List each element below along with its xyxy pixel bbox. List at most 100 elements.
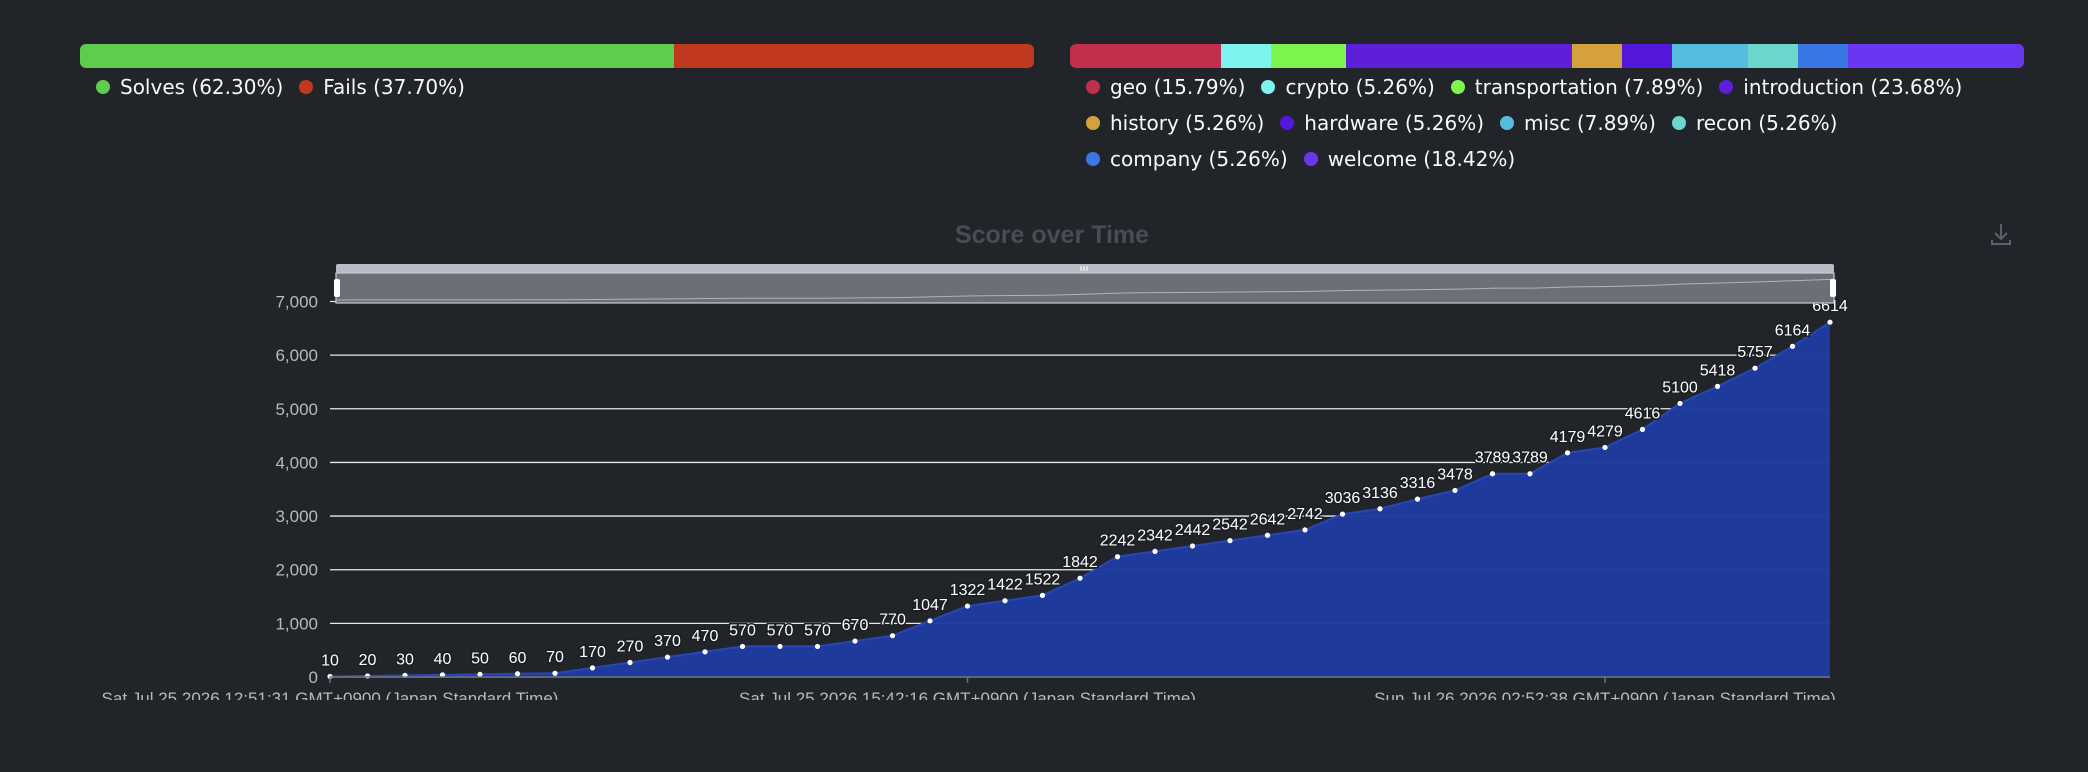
- datazoom-slider[interactable]: [334, 264, 1836, 304]
- data-point[interactable]: [1827, 319, 1833, 325]
- y-tick-label: 0: [309, 668, 318, 687]
- category-legend-item[interactable]: history (5.26%): [1086, 111, 1264, 135]
- legend-color-dot: [1450, 80, 1465, 94]
- solve-legend-item[interactable]: Fails (37.70%): [299, 75, 465, 99]
- data-point[interactable]: [1752, 365, 1758, 371]
- data-point[interactable]: [1789, 343, 1796, 349]
- data-point[interactable]: [852, 638, 858, 644]
- score-over-time-chart: Score over Time 0 1,000 2,000 3,000 4,000 5,0…: [102, 221, 2011, 700]
- category-legend-item[interactable]: welcome (18.42%): [1303, 147, 1515, 171]
- category-bar-segment[interactable]: [1747, 44, 1798, 68]
- data-point[interactable]: [1077, 575, 1083, 581]
- x-tick-label: Sun Jul 26 2026 02:52:38 GMT+0900 (Japan…: [1374, 689, 1836, 700]
- data-label: 3789: [1512, 450, 1548, 467]
- category-bar-segment[interactable]: [1847, 44, 2024, 68]
- data-point[interactable]: [589, 665, 596, 671]
- data-label: 70: [546, 649, 564, 666]
- data-point[interactable]: [1227, 538, 1233, 544]
- solve-percentage-bar: [80, 44, 1034, 68]
- category-legend-item[interactable]: hardware (5.26%): [1280, 111, 1484, 135]
- data-point[interactable]: [1714, 383, 1721, 389]
- legend-color-dot: [299, 80, 314, 94]
- data-point[interactable]: [1002, 598, 1008, 604]
- data-point[interactable]: [552, 670, 558, 676]
- data-point[interactable]: [514, 671, 521, 677]
- data-point[interactable]: [1039, 592, 1046, 598]
- y-tick-label: 5,000: [275, 400, 318, 419]
- category-bar-segment[interactable]: [1270, 44, 1347, 68]
- solve-bar-segment[interactable]: [674, 44, 1034, 68]
- category-bar-segment[interactable]: [1070, 44, 1221, 68]
- category-bar-segment[interactable]: [1622, 44, 1673, 68]
- data-label: 3478: [1437, 466, 1473, 483]
- y-tick-label: 1,000: [275, 614, 318, 633]
- data-point[interactable]: [927, 618, 933, 624]
- category-bar-segment[interactable]: [1220, 44, 1271, 68]
- data-point[interactable]: [1377, 506, 1383, 512]
- data-point[interactable]: [1527, 471, 1533, 477]
- datazoom-preview-line: [335, 278, 1835, 301]
- data-point[interactable]: [1677, 400, 1683, 407]
- datazoom-right-handle[interactable]: [1830, 279, 1836, 297]
- data-label: 2242: [1100, 533, 1136, 550]
- category-legend-item[interactable]: introduction (23.68%): [1719, 75, 1962, 99]
- category-legend-item[interactable]: geo (15.79%): [1086, 75, 1245, 99]
- legend-color-dot: [1261, 80, 1276, 94]
- legend-label: Solves (62.30%): [120, 75, 284, 99]
- data-point[interactable]: [1302, 527, 1308, 533]
- data-point[interactable]: [1602, 444, 1608, 451]
- data-point[interactable]: [627, 659, 633, 666]
- category-legend-item[interactable]: recon (5.26%): [1671, 111, 1838, 135]
- data-point[interactable]: [702, 649, 708, 655]
- data-label: 20: [359, 652, 377, 669]
- category-bar-segment[interactable]: [1797, 44, 1848, 68]
- category-legend: geo (15.79%) crypto (5.26%) transportation…: [1086, 75, 2026, 171]
- legend-color-dot: [1086, 152, 1100, 166]
- category-bar-segment[interactable]: [1672, 44, 1748, 68]
- category-bar-segment[interactable]: [1346, 44, 1572, 68]
- data-point[interactable]: [964, 603, 971, 609]
- x-tick-label: Sat Jul 25 2026 15:42:16 GMT+0900 (Japan…: [739, 689, 1196, 700]
- data-label: 670: [842, 617, 869, 634]
- data-label: 30: [396, 651, 414, 668]
- data-point[interactable]: [1264, 532, 1271, 538]
- category-bar-segment[interactable]: [1571, 44, 1623, 68]
- data-point[interactable]: [1339, 511, 1346, 517]
- data-label: 6164: [1775, 322, 1811, 339]
- datazoom-window[interactable]: [335, 272, 1835, 304]
- category-legend-item[interactable]: transportation (7.89%): [1450, 75, 1703, 99]
- data-point[interactable]: [439, 672, 446, 678]
- solve-legend-item[interactable]: Solves (62.30%): [96, 75, 283, 99]
- data-label: 270: [617, 639, 644, 656]
- category-legend-item[interactable]: misc (7.89%): [1500, 111, 1656, 135]
- solve-bar-segment[interactable]: [80, 44, 675, 68]
- data-point[interactable]: [814, 643, 821, 650]
- data-point[interactable]: [777, 643, 783, 650]
- legend-label: history (5.26%): [1110, 111, 1265, 135]
- data-label: 4616: [1625, 405, 1661, 422]
- chart-title: Score over Time: [955, 221, 1149, 249]
- y-tick-label: 2,000: [275, 561, 318, 580]
- data-label: 10: [321, 652, 339, 669]
- data-point[interactable]: [1189, 543, 1196, 549]
- data-point[interactable]: [1152, 548, 1158, 554]
- data-point[interactable]: [1564, 450, 1571, 456]
- data-point[interactable]: [1452, 487, 1458, 494]
- data-point[interactable]: [889, 633, 896, 639]
- category-legend-item[interactable]: crypto (5.26%): [1261, 75, 1435, 99]
- legend-color-dot: [1303, 152, 1318, 166]
- data-point[interactable]: [664, 654, 671, 660]
- data-point[interactable]: [1414, 496, 1421, 502]
- data-point[interactable]: [477, 671, 483, 677]
- data-point[interactable]: [739, 643, 746, 650]
- datazoom-top-bar[interactable]: [336, 264, 1834, 273]
- data-point[interactable]: [1639, 426, 1646, 432]
- download-icon[interactable]: [1991, 224, 2011, 245]
- data-point[interactable]: [1114, 554, 1121, 560]
- data-label: 2542: [1212, 517, 1248, 534]
- data-point[interactable]: [1489, 471, 1496, 477]
- category-legend-item[interactable]: company (5.26%): [1086, 147, 1288, 171]
- legend-label: recon (5.26%): [1695, 111, 1838, 135]
- data-label: 170: [579, 644, 606, 661]
- datazoom-left-handle[interactable]: [334, 279, 340, 297]
